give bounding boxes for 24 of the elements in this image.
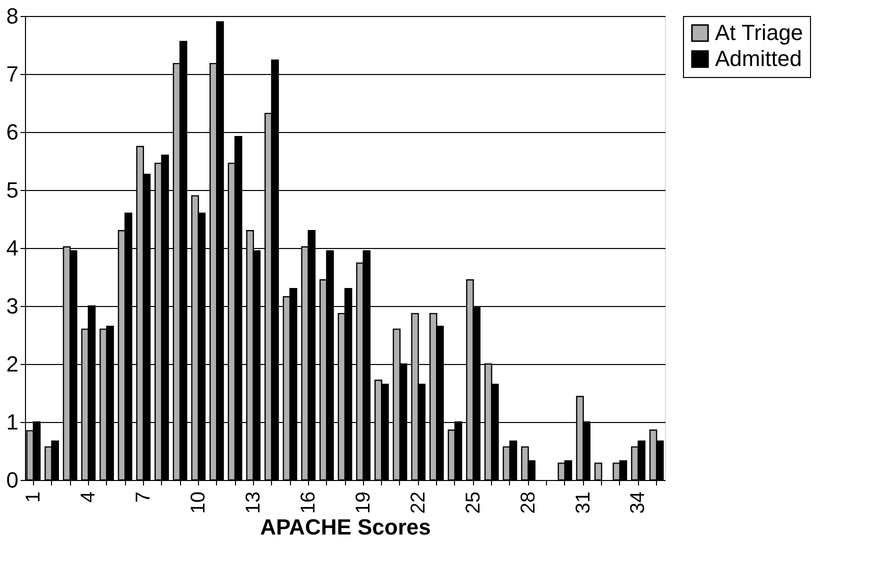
y-tick-label: 6 <box>6 120 18 144</box>
y-tick-label: 5 <box>6 178 18 202</box>
y-tick-label: 1 <box>6 410 18 434</box>
x-tick-label: 28 <box>517 492 540 514</box>
x-tick-label: 16 <box>297 492 320 514</box>
x-tick-label: 22 <box>407 492 430 514</box>
y-tick-label: 4 <box>6 236 18 260</box>
x-tick-label: 1 <box>22 492 44 503</box>
x-tick-label: 31 <box>572 492 594 514</box>
y-tick-label: 7 <box>6 62 18 86</box>
x-tick-label: 34 <box>627 492 650 514</box>
x-axis-title: APACHE Scores <box>260 514 431 540</box>
y-tick-label: 2 <box>6 352 18 376</box>
legend-label: Admitted <box>715 46 802 71</box>
y-tick-label: 8 <box>6 4 18 28</box>
y-tick-label: 0 <box>6 468 18 492</box>
legend-label: At Triage <box>715 20 804 45</box>
y-tick-label: 3 <box>6 294 18 318</box>
x-tick-label: 10 <box>187 492 210 514</box>
x-tick-label: 25 <box>462 492 484 514</box>
x-tick-label: 13 <box>242 492 264 514</box>
x-tick-label: 4 <box>77 492 100 503</box>
x-tick-label: 7 <box>132 492 154 503</box>
x-tick-label: 19 <box>352 492 374 514</box>
